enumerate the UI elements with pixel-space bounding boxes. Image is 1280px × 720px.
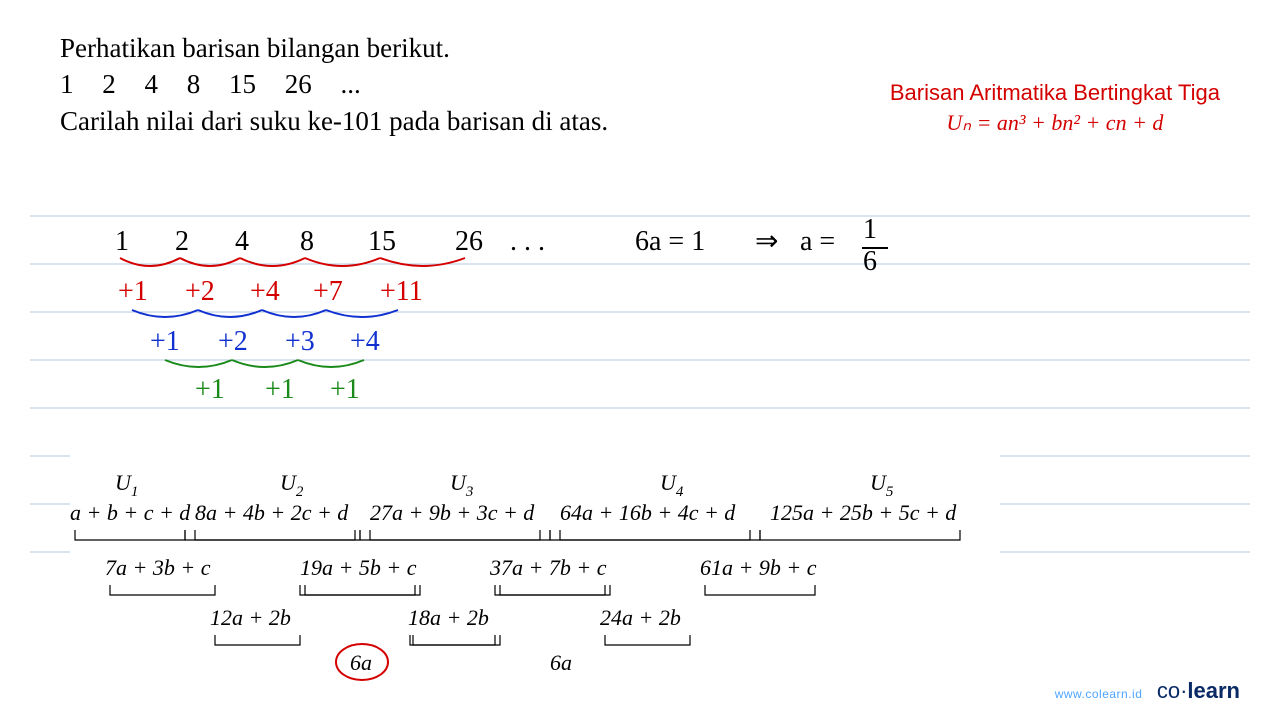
- svg-text:U2: U2: [280, 470, 304, 500]
- drawing-layer: 12481526. . .+1+2+4+7+11+1+2+3+4+1+1+16a…: [0, 0, 1280, 720]
- brand-footer: www.colearn.id co·learn: [1055, 678, 1240, 704]
- svg-text:U5: U5: [870, 470, 894, 500]
- brand-url: www.colearn.id: [1055, 687, 1143, 701]
- svg-text:U1: U1: [115, 470, 138, 500]
- svg-text:+1: +1: [195, 374, 225, 405]
- svg-text:+3: +3: [285, 326, 315, 357]
- svg-text:18a + 2b: 18a + 2b: [408, 605, 489, 630]
- svg-text:a =: a =: [800, 226, 835, 257]
- svg-text:⇒: ⇒: [755, 226, 778, 257]
- typeset-diagram: U1 U2 U3 U4 U5 a + b + c + d8a + 4b + 2c + d 2…: [70, 470, 960, 680]
- page-root: Perhatikan barisan bilangan berikut. 1 2…: [0, 0, 1280, 720]
- svg-text:6: 6: [863, 246, 877, 277]
- handwriting-layer: 12481526. . .+1+2+4+7+11+1+2+3+4+1+1+16a…: [115, 214, 888, 405]
- svg-text:8: 8: [300, 226, 314, 257]
- svg-text:+4: +4: [350, 326, 380, 357]
- svg-text:19a + 5b + c: 19a + 5b + c: [300, 555, 417, 580]
- svg-text:26: 26: [455, 226, 483, 257]
- svg-text:2: 2: [175, 226, 189, 257]
- svg-text:+2: +2: [218, 326, 248, 357]
- svg-text:4: 4: [235, 226, 249, 257]
- svg-text:24a + 2b: 24a + 2b: [600, 605, 681, 630]
- svg-text:U4: U4: [660, 470, 684, 500]
- svg-text:37a + 7b + c: 37a + 7b + c: [489, 555, 607, 580]
- svg-text:61a + 9b + c: 61a + 9b + c: [700, 555, 817, 580]
- svg-text:a + b + c + d: a + b + c + d: [70, 500, 191, 525]
- svg-text:+1: +1: [118, 276, 148, 307]
- svg-text:+1: +1: [265, 374, 295, 405]
- svg-text:+4: +4: [250, 276, 280, 307]
- svg-text:+7: +7: [313, 276, 343, 307]
- svg-text:+1: +1: [150, 326, 180, 357]
- brand-logo: co·learn: [1157, 678, 1240, 703]
- svg-text:6a = 1: 6a = 1: [635, 226, 705, 257]
- svg-text:+2: +2: [185, 276, 215, 307]
- svg-text:12a + 2b: 12a + 2b: [210, 605, 291, 630]
- svg-text:+1: +1: [330, 374, 360, 405]
- svg-text:15: 15: [368, 226, 396, 257]
- svg-text:+11: +11: [380, 276, 423, 307]
- svg-text:1: 1: [115, 226, 129, 257]
- svg-text:64a + 16b + 4c + d: 64a + 16b + 4c + d: [560, 500, 736, 525]
- svg-text:27a + 9b + 3c + d: 27a + 9b + 3c + d: [370, 500, 535, 525]
- svg-text:8a + 4b + 2c + d: 8a + 4b + 2c + d: [195, 500, 349, 525]
- svg-text:125a + 25b + 5c + d: 125a + 25b + 5c + d: [770, 500, 957, 525]
- svg-text:6a: 6a: [350, 650, 372, 675]
- svg-text:U3: U3: [450, 470, 473, 500]
- svg-text:1: 1: [863, 214, 877, 245]
- svg-text:7a + 3b + c: 7a + 3b + c: [105, 555, 211, 580]
- svg-text:. . .: . . .: [510, 226, 545, 257]
- svg-text:6a: 6a: [550, 650, 572, 675]
